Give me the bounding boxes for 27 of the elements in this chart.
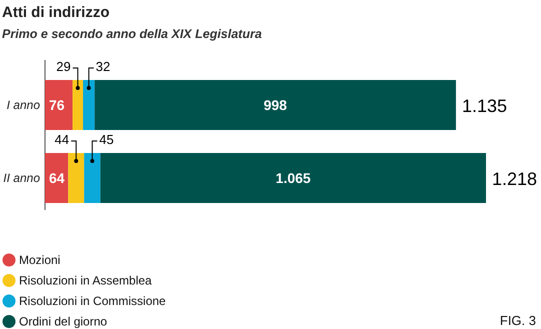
bar xyxy=(83,80,95,130)
bar xyxy=(100,153,486,203)
data-label: 45 xyxy=(99,132,114,147)
y-tick-label: I anno xyxy=(6,98,40,112)
chart-title: Atti di indirizzo xyxy=(2,4,110,21)
caption: FIG. 3 xyxy=(500,313,536,328)
chart-subtitle: Primo e secondo anno della XIX Legislatura xyxy=(2,27,262,41)
bar xyxy=(68,153,84,203)
legend-label: Risoluzioni in Assemblea xyxy=(19,274,152,288)
legend-label: Mozioni xyxy=(19,253,60,267)
legend-label: Risoluzioni in Commissione xyxy=(19,294,166,308)
bar xyxy=(94,80,456,130)
data-label: 76 xyxy=(49,97,65,113)
y-tick-label: II anno xyxy=(3,171,40,185)
bar xyxy=(84,153,100,203)
bar xyxy=(72,80,84,130)
data-label: 29 xyxy=(56,59,71,74)
total-label: 1.218 xyxy=(492,169,538,189)
data-label: 1.065 xyxy=(276,170,311,186)
data-label: 64 xyxy=(49,170,65,186)
legend-label: Ordini del giorno xyxy=(19,314,108,328)
bar xyxy=(45,80,73,130)
data-label: 998 xyxy=(264,97,288,113)
data-label: 44 xyxy=(54,132,70,147)
data-label: 32 xyxy=(96,59,110,74)
total-label: 1.135 xyxy=(462,96,507,116)
bar xyxy=(45,153,68,203)
